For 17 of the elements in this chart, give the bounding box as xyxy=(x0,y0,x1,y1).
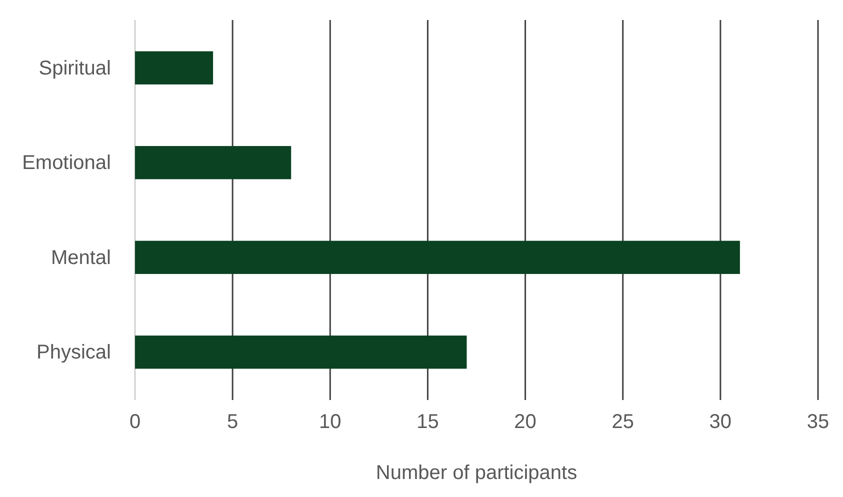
x-tick-label: 5 xyxy=(227,411,238,434)
bar xyxy=(135,240,740,274)
bar xyxy=(135,336,467,369)
x-tick-label: 0 xyxy=(129,411,141,434)
y-tick-label: Mental xyxy=(50,246,111,269)
x-tick-label: 35 xyxy=(806,411,830,434)
x-tick-label: 10 xyxy=(319,411,342,434)
y-tick-label: Spiritual xyxy=(38,57,111,80)
x-tick-label: 20 xyxy=(514,411,536,434)
y-tick-label: Physical xyxy=(36,342,111,364)
bar xyxy=(135,146,292,180)
x-tick-label: 25 xyxy=(612,411,634,434)
y-tick-label: Emotional xyxy=(22,152,111,174)
x-tick-label: 15 xyxy=(416,411,439,434)
bar xyxy=(135,51,214,84)
x-tick-label: 30 xyxy=(709,411,732,434)
x-axis-title: Number of participants xyxy=(376,462,578,484)
